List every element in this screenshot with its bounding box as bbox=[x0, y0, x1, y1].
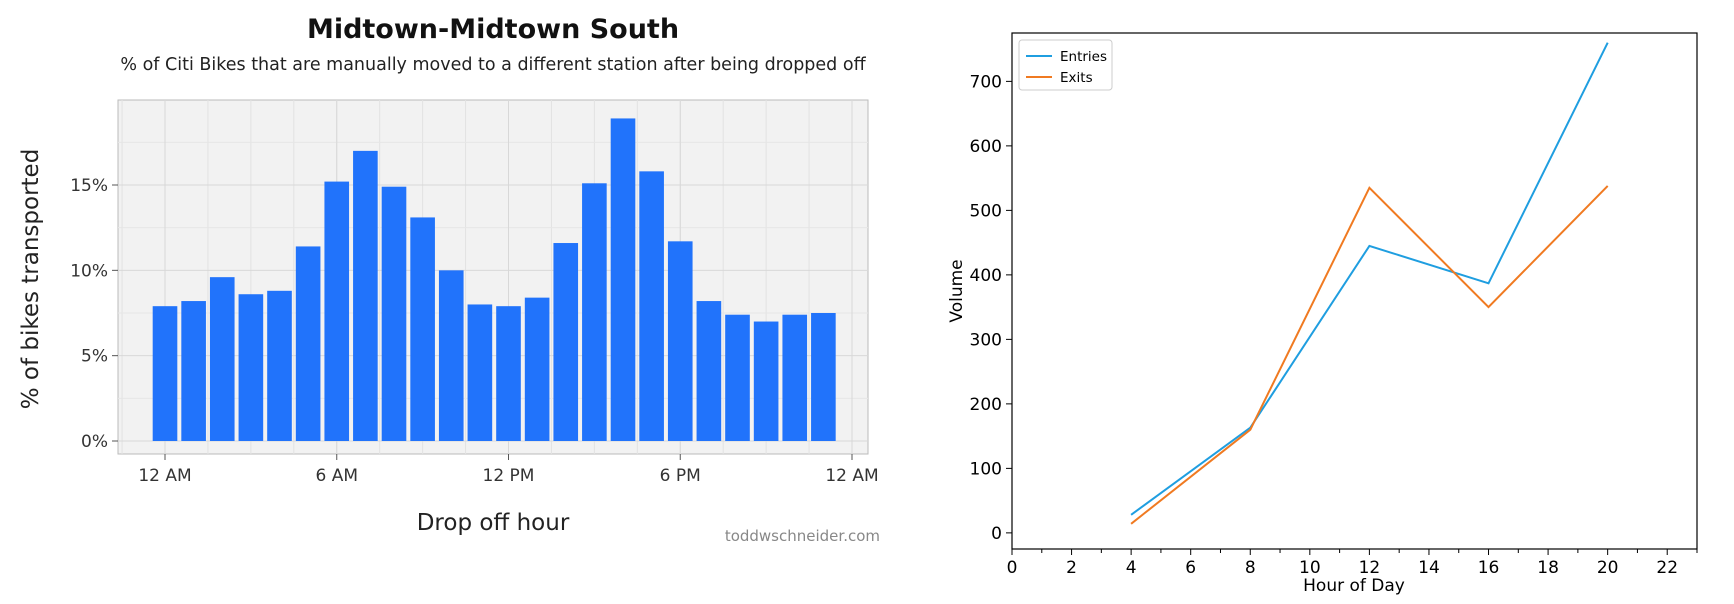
bar bbox=[152, 306, 178, 441]
line-chart-xlabel: Hour of Day bbox=[1303, 576, 1405, 596]
bar bbox=[639, 171, 664, 441]
x-tick-label: 12 bbox=[1359, 558, 1381, 578]
y-tick-label: 0 bbox=[991, 524, 1002, 544]
bar-chart-xlabel: Drop off hour bbox=[417, 510, 570, 536]
watermark: toddwschneider.com bbox=[725, 527, 880, 545]
x-tick-label: 6 bbox=[1185, 558, 1196, 578]
series-line-exits bbox=[1130, 185, 1609, 525]
bar bbox=[467, 304, 493, 441]
bar bbox=[553, 243, 579, 441]
bar-y-ticks: 0% 5% 10% 15% bbox=[70, 176, 118, 452]
y-tick-label: 100 bbox=[970, 459, 1002, 479]
bar bbox=[238, 294, 264, 441]
bar bbox=[353, 150, 378, 441]
bar-chart-subtitle: % of Citi Bikes that are manually moved … bbox=[120, 55, 866, 75]
bar bbox=[582, 183, 607, 441]
y-tick-label: 300 bbox=[970, 330, 1002, 350]
x-tick-label: 20 bbox=[1597, 558, 1619, 578]
y-tick-label: 0% bbox=[81, 432, 108, 452]
bar bbox=[181, 301, 206, 441]
y-tick-label: 15% bbox=[70, 176, 108, 196]
bar-chart: Midtown-Midtown South % of Citi Bikes th… bbox=[18, 14, 880, 545]
line-chart: 0 100 200 300 400 500 600 700 0 2 4 6 8 10 12 14 16 18 20… bbox=[947, 32, 1698, 596]
bar-chart-ylabel: % of bikes transported bbox=[18, 149, 44, 410]
line-x-ticks: 0 2 4 6 8 10 12 14 16 18 20 22 bbox=[1007, 549, 1698, 578]
x-tick-label: 12 AM bbox=[825, 466, 878, 486]
y-tick-label: 200 bbox=[970, 395, 1002, 415]
x-tick-label: 0 bbox=[1007, 558, 1018, 578]
bar-series bbox=[152, 118, 836, 441]
legend-label: Exits bbox=[1060, 70, 1093, 86]
bar-chart-title: Midtown-Midtown South bbox=[307, 14, 679, 45]
bar bbox=[209, 277, 235, 441]
series-line-entries bbox=[1130, 42, 1609, 516]
bar bbox=[438, 270, 464, 441]
y-tick-label: 500 bbox=[970, 201, 1002, 221]
bar bbox=[524, 297, 550, 441]
bar bbox=[324, 181, 350, 441]
line-series bbox=[1130, 42, 1609, 525]
y-tick-label: 400 bbox=[970, 266, 1002, 286]
bar bbox=[410, 217, 435, 441]
x-tick-label: 22 bbox=[1656, 558, 1678, 578]
y-tick-label: 600 bbox=[970, 137, 1002, 157]
line-chart-ylabel: Volume bbox=[947, 259, 967, 322]
bar bbox=[267, 290, 292, 441]
bar bbox=[753, 321, 779, 441]
legend: Entries Exits bbox=[1018, 39, 1113, 91]
x-tick-label: 2 bbox=[1066, 558, 1077, 578]
bar bbox=[295, 246, 321, 441]
x-tick-label: 14 bbox=[1418, 558, 1440, 578]
x-tick-label: 8 bbox=[1245, 558, 1256, 578]
x-tick-label: 12 PM bbox=[483, 466, 535, 486]
bar bbox=[496, 306, 521, 441]
x-tick-label: 18 bbox=[1537, 558, 1559, 578]
y-tick-label: 700 bbox=[970, 72, 1002, 92]
line-plot-frame bbox=[1011, 32, 1698, 550]
bar bbox=[782, 314, 808, 441]
x-tick-label: 6 AM bbox=[315, 466, 358, 486]
bar bbox=[610, 118, 636, 441]
bar bbox=[725, 314, 750, 441]
y-tick-label: 5% bbox=[81, 347, 108, 367]
x-tick-label: 4 bbox=[1126, 558, 1137, 578]
x-tick-label: 10 bbox=[1299, 558, 1321, 578]
x-tick-label: 12 AM bbox=[138, 466, 191, 486]
bar bbox=[696, 301, 722, 441]
y-tick-label: 10% bbox=[70, 261, 108, 281]
line-y-ticks: 0 100 200 300 400 500 600 700 bbox=[970, 72, 1012, 544]
bar bbox=[381, 186, 407, 441]
bar bbox=[667, 241, 693, 441]
x-tick-label: 16 bbox=[1478, 558, 1500, 578]
legend-label: Entries bbox=[1060, 49, 1107, 65]
bar bbox=[811, 313, 836, 441]
bar-x-ticks: 12 AM 6 AM 12 PM 6 PM 12 AM bbox=[138, 454, 879, 486]
x-tick-label: 6 PM bbox=[660, 466, 701, 486]
